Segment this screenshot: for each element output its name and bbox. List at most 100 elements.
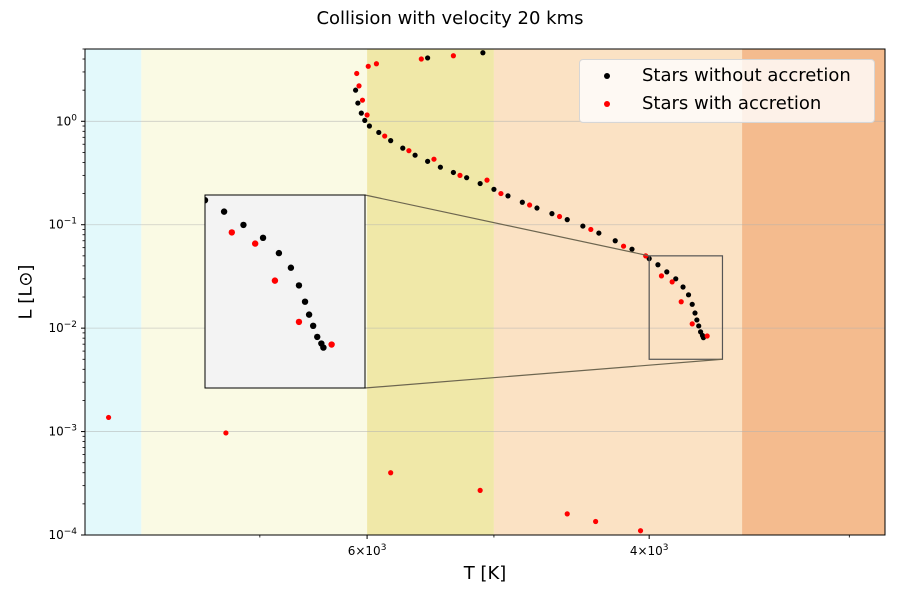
legend-marker-black-dot [604,73,610,79]
data-point-without-accretion [358,110,364,116]
legend-marker-red-dot [604,101,610,107]
data-point-without-accretion [352,87,359,93]
data-point-with-accretion [431,156,437,162]
data-point-with-accretion [450,53,456,59]
data-point-without-accretion [685,292,692,298]
inset-point-without-accretion [314,333,321,341]
data-point-without-accretion [491,186,497,192]
inset-point-without-accretion [287,264,295,271]
data-point-with-accretion [365,63,371,69]
data-point-without-accretion [464,175,470,181]
data-point-without-accretion [673,276,679,282]
data-point-with-accretion [637,528,644,534]
data-point-with-accretion [669,279,675,285]
data-point-with-accretion [359,97,366,103]
legend-label: Stars with accretion [642,93,822,114]
inset-point-without-accretion [295,282,303,289]
data-point-with-accretion [364,112,370,118]
data-point-without-accretion [480,50,486,56]
data-point-without-accretion [596,230,602,236]
y-tick-label: 10−1 [48,217,77,232]
background-band-4 [742,49,885,535]
data-point-without-accretion [612,238,618,244]
data-point-with-accretion [678,299,684,305]
data-point-without-accretion [425,158,431,164]
x-axis-ticks: 6×103 4×103 [259,535,850,558]
inset-point-without-accretion [275,249,283,257]
data-point-without-accretion [692,310,698,316]
data-point-without-accretion [437,164,443,170]
data-point-without-accretion [450,169,456,176]
data-point-without-accretion [694,317,700,323]
legend: Stars without accretion Stars with accre… [579,59,875,123]
zoom-inset [204,194,724,389]
data-point-with-accretion [658,273,665,279]
data-point-without-accretion [362,117,368,124]
data-point-with-accretion [704,333,710,339]
data-point-with-accretion [354,70,360,77]
data-point-with-accretion [418,56,424,62]
data-point-without-accretion [580,223,586,229]
inset-point-with-accretion [295,318,303,326]
data-point-without-accretion [355,100,361,106]
inset-point-without-accretion [259,234,267,242]
data-point-without-accretion [655,262,661,268]
zoom-connector-line [364,194,650,257]
data-point-without-accretion [477,180,483,187]
data-point-with-accretion [457,172,463,178]
inset-point-without-accretion [301,298,309,305]
data-point-with-accretion [356,83,362,89]
data-point-without-accretion [366,123,373,129]
data-point-with-accretion [498,190,504,197]
data-point-with-accretion [406,148,412,154]
x-tick-label: 4×103 [630,543,669,558]
data-point-with-accretion [382,133,388,139]
background-band-3 [493,49,743,535]
data-point-without-accretion [388,138,394,144]
data-point-with-accretion [620,243,627,249]
data-point-with-accretion [556,213,563,220]
data-point-without-accretion [689,301,695,307]
inset-point-with-accretion [251,240,259,247]
y-axis-ticks: 10−4 10−3 10−2 10−1 100 [48,48,85,542]
data-point-without-accretion [376,129,382,136]
inset-point-without-accretion [309,322,317,330]
inset-point-without-accretion [240,221,247,229]
data-point-with-accretion [527,202,533,208]
data-point-without-accretion [549,211,555,217]
data-point-without-accretion [505,193,511,199]
background-band-2 [367,49,494,535]
zoom-connector-line [364,358,723,389]
data-point-without-accretion [412,152,418,158]
inset-point-with-accretion [271,277,279,284]
data-point-with-accretion [105,414,112,421]
y-axis-label: L [L⊙] [15,264,37,320]
y-tick-label: 10−3 [48,424,77,439]
data-point-with-accretion [564,511,570,517]
x-axis-label: T [K] [463,563,507,584]
inset-point-without-accretion [305,311,313,318]
data-point-with-accretion [484,177,490,183]
y-tick-label: 10−2 [48,320,77,335]
x-tick-label: 6×103 [348,543,387,558]
data-point-without-accretion [400,145,406,151]
inset-point-with-accretion [228,229,236,236]
data-points [105,50,710,534]
y-tick-label: 100 [56,113,77,128]
data-point-with-accretion [477,487,483,493]
data-point-without-accretion [696,323,702,329]
data-point-without-accretion [664,269,670,275]
data-point-without-accretion [680,284,686,290]
chart-title: Collision with velocity 20 kms [316,8,584,29]
inset-point-without-accretion [205,196,209,204]
inset-point-with-accretion [328,341,335,348]
inset-points [205,196,335,351]
data-point-without-accretion [519,199,525,205]
data-point-without-accretion [629,246,635,252]
plot-frame [84,48,886,536]
data-point-with-accretion [223,430,229,436]
data-point-with-accretion [373,61,380,67]
inset-axes [204,194,366,389]
data-point-with-accretion [593,518,599,525]
